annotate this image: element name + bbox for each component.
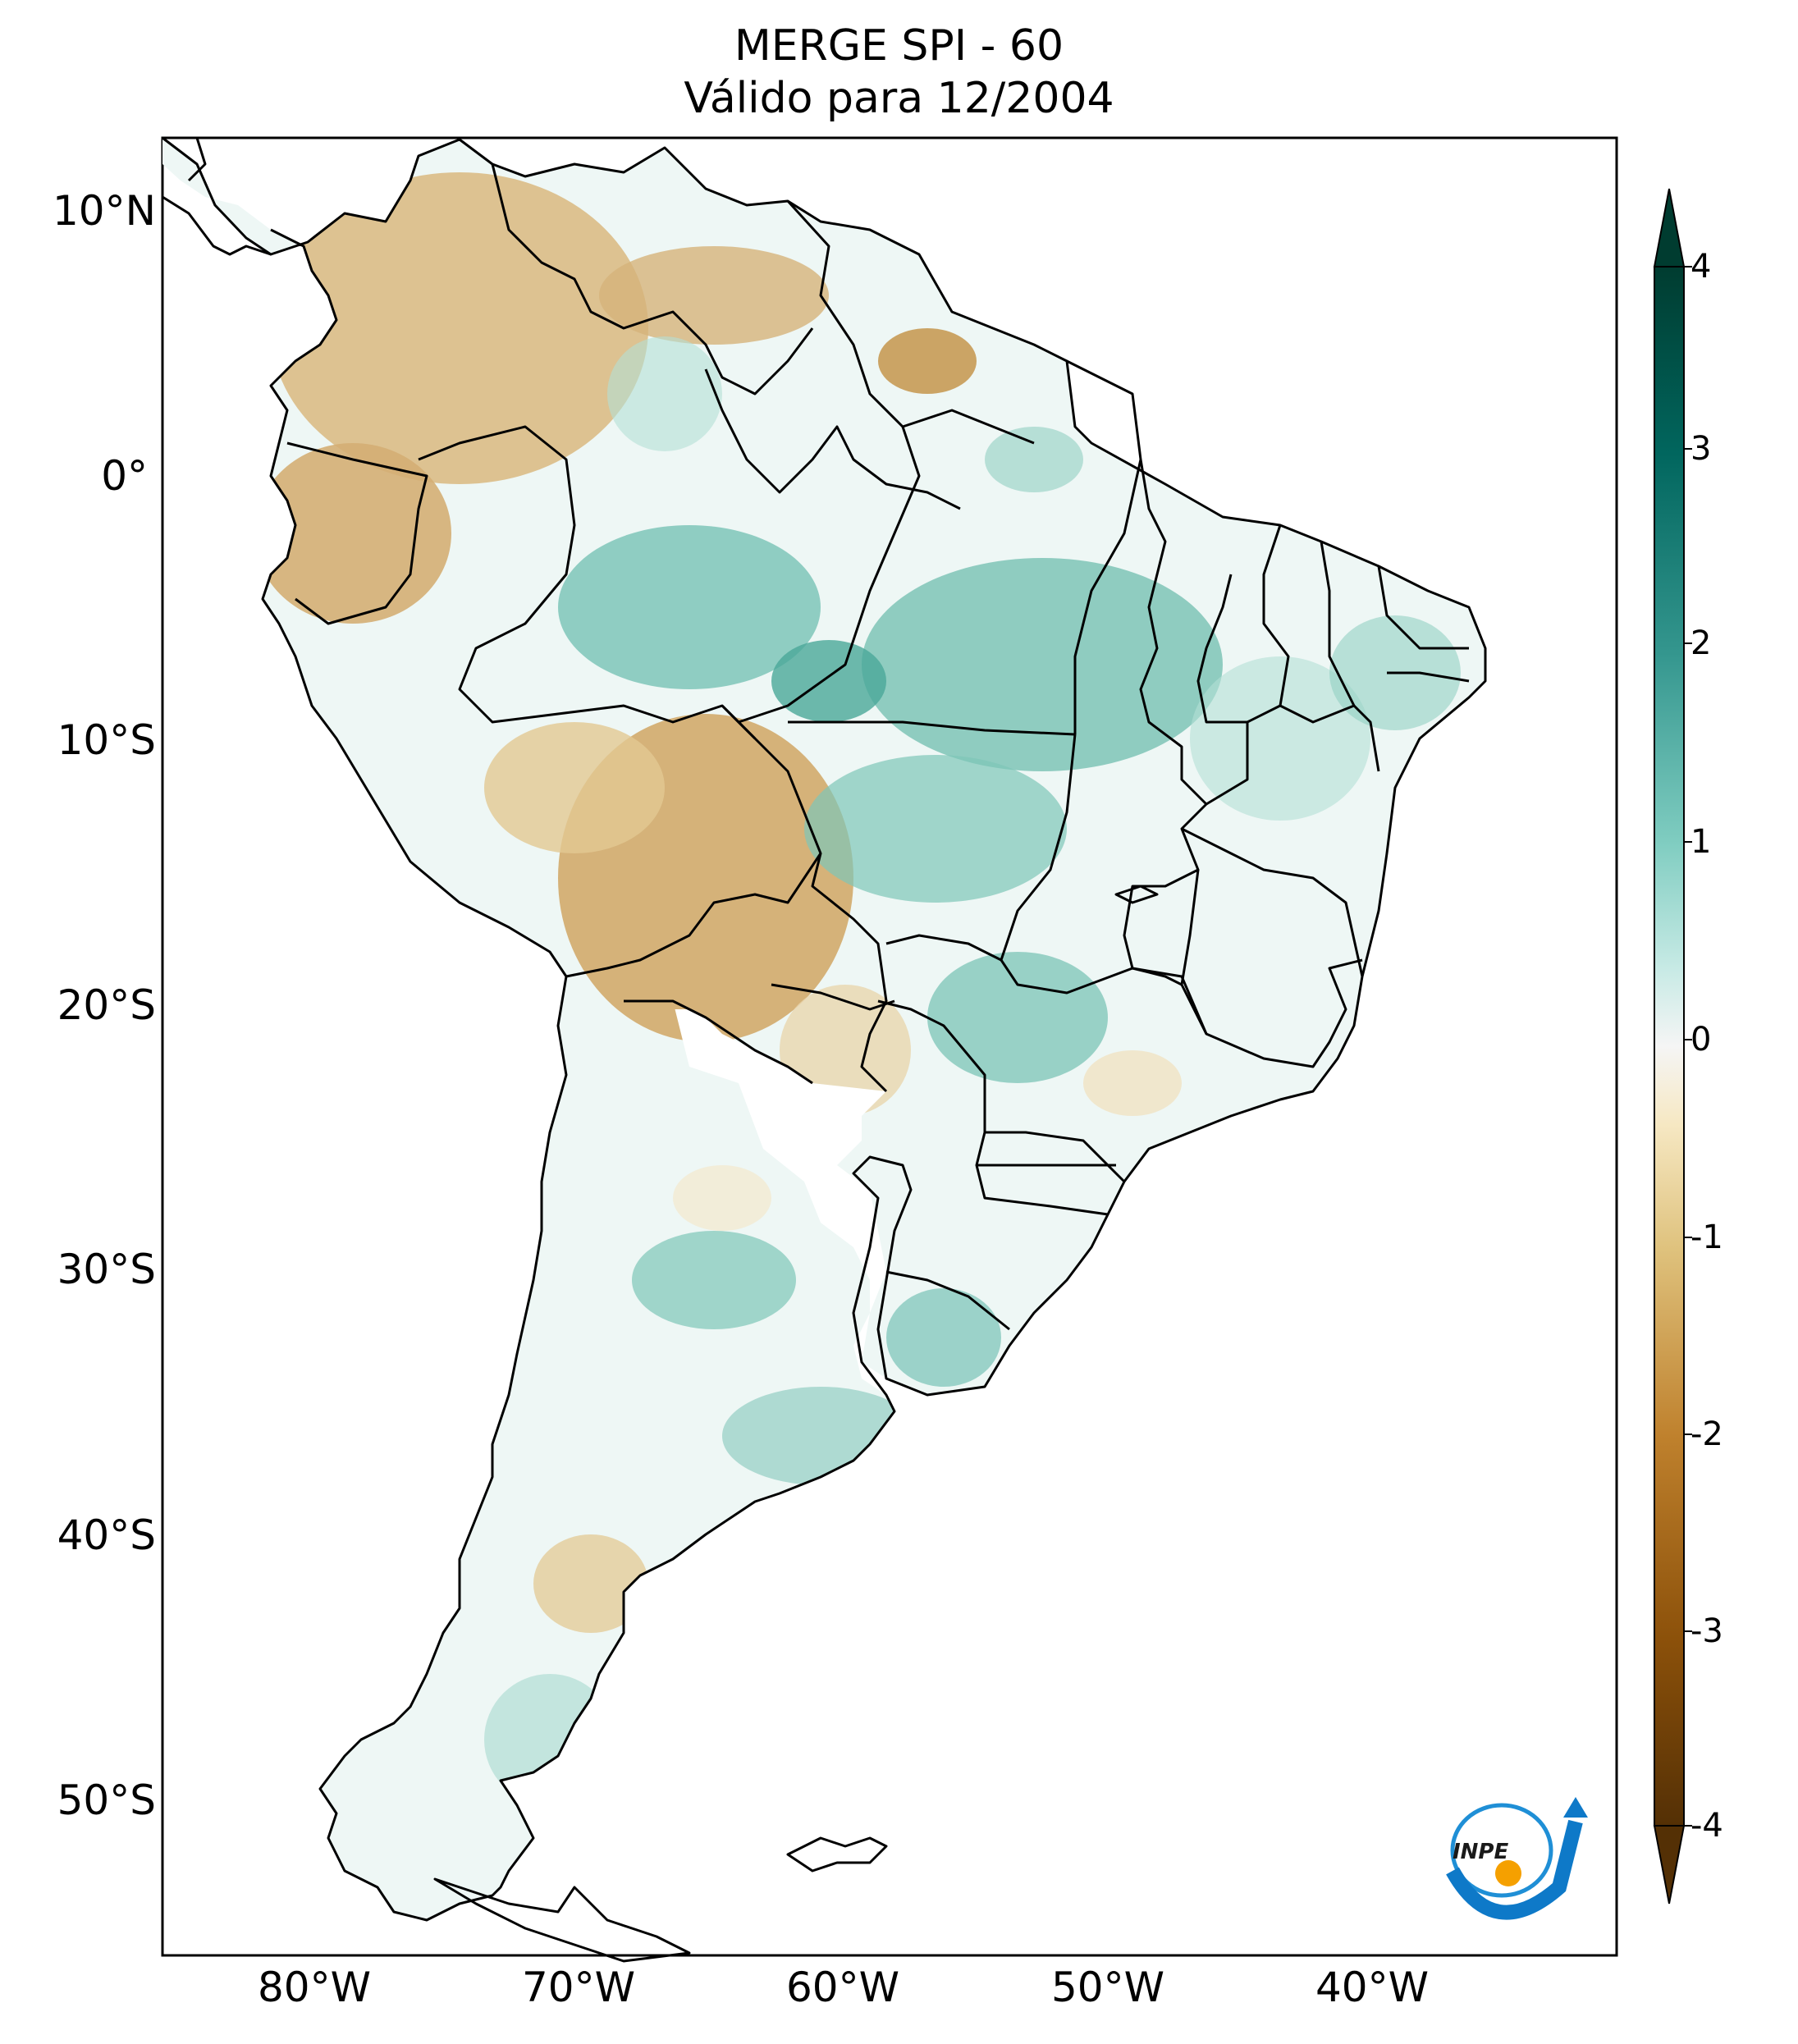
lat-tick-label: 40°S xyxy=(57,1511,156,1559)
lat-tick-label: 0° xyxy=(101,452,148,500)
lon-tick-label: 60°W xyxy=(785,1964,900,2011)
colorbar-tick-label: 4 xyxy=(1690,248,1712,286)
colorbar-ticks xyxy=(1684,266,1692,1827)
inpe-logo: INPE xyxy=(1446,1797,1588,1920)
colorbar-tick-label: -3 xyxy=(1690,1612,1723,1650)
colorbar-tick-label: 1 xyxy=(1690,823,1712,861)
lat-tick-label: 30°S xyxy=(57,1246,156,1293)
map-title: MERGE SPI - 60 xyxy=(734,21,1064,71)
country-borders xyxy=(162,136,1487,1963)
lat-tick-label: 50°S xyxy=(57,1776,156,1824)
colorbar-tick-label: -2 xyxy=(1690,1415,1723,1453)
colorbar-tick-label: 3 xyxy=(1690,430,1712,468)
colorbar-tick-label: -1 xyxy=(1690,1219,1723,1256)
lon-tick-label: 50°W xyxy=(1050,1964,1165,2011)
lat-tick-label: 10°S xyxy=(57,716,156,764)
colorbar-tick-label: 0 xyxy=(1690,1021,1712,1059)
lon-tick-label: 40°W xyxy=(1315,1964,1430,2011)
lon-tick-label: 70°W xyxy=(521,1964,636,2011)
logo-text: INPE xyxy=(1453,1840,1508,1864)
lat-tick-label: 10°N xyxy=(52,187,156,235)
colorbar-tick-label: -4 xyxy=(1690,1807,1723,1845)
colorbar-tick-label: 2 xyxy=(1690,624,1712,662)
lat-tick-label: 20°S xyxy=(57,981,156,1029)
map-subtitle: Válido para 12/2004 xyxy=(684,74,1114,123)
colorbar xyxy=(1653,188,1692,1905)
lon-tick-label: 80°W xyxy=(257,1964,372,2011)
